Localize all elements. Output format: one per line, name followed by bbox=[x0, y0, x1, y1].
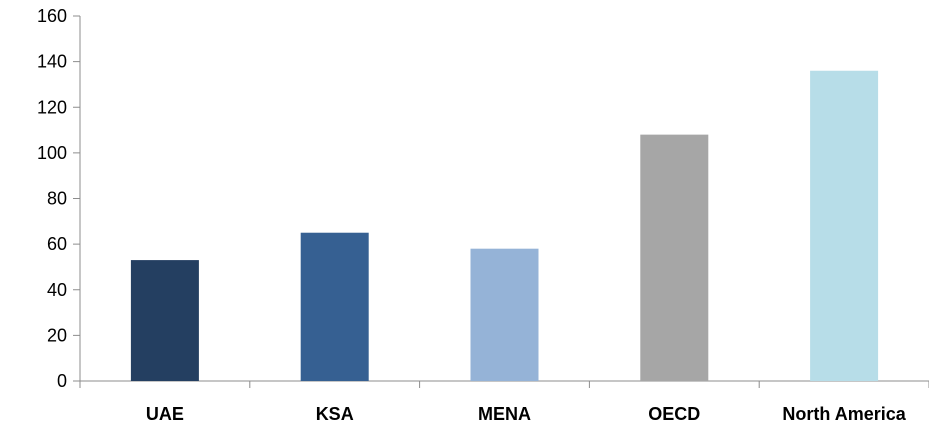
x-tick-label: KSA bbox=[316, 404, 354, 424]
x-axis: UAE KSA MENA OECD North America bbox=[79, 380, 929, 424]
y-axis: 0 20 40 60 80 100 120 140 160 bbox=[37, 6, 81, 391]
y-tick-label: 120 bbox=[37, 97, 67, 117]
bars bbox=[130, 70, 879, 381]
y-tick-label: 20 bbox=[47, 325, 67, 345]
x-tick-label: OECD bbox=[648, 404, 700, 424]
y-tick-label: 60 bbox=[47, 234, 67, 254]
y-tick-label: 160 bbox=[37, 6, 67, 26]
bar-north-america bbox=[810, 70, 879, 381]
y-tick-label: 80 bbox=[47, 189, 67, 209]
y-tick-label: 140 bbox=[37, 52, 67, 72]
y-tick-label: 40 bbox=[47, 280, 67, 300]
bar-oecd bbox=[640, 134, 709, 381]
bar-uae bbox=[130, 260, 199, 381]
x-tick-label: North America bbox=[782, 404, 906, 424]
y-tick-label: 100 bbox=[37, 143, 67, 163]
x-tick-label: UAE bbox=[146, 404, 184, 424]
x-tick-label: MENA bbox=[478, 404, 531, 424]
y-tick-label: 0 bbox=[57, 371, 67, 391]
bar-ksa bbox=[300, 232, 369, 381]
bar-mena bbox=[470, 248, 539, 381]
